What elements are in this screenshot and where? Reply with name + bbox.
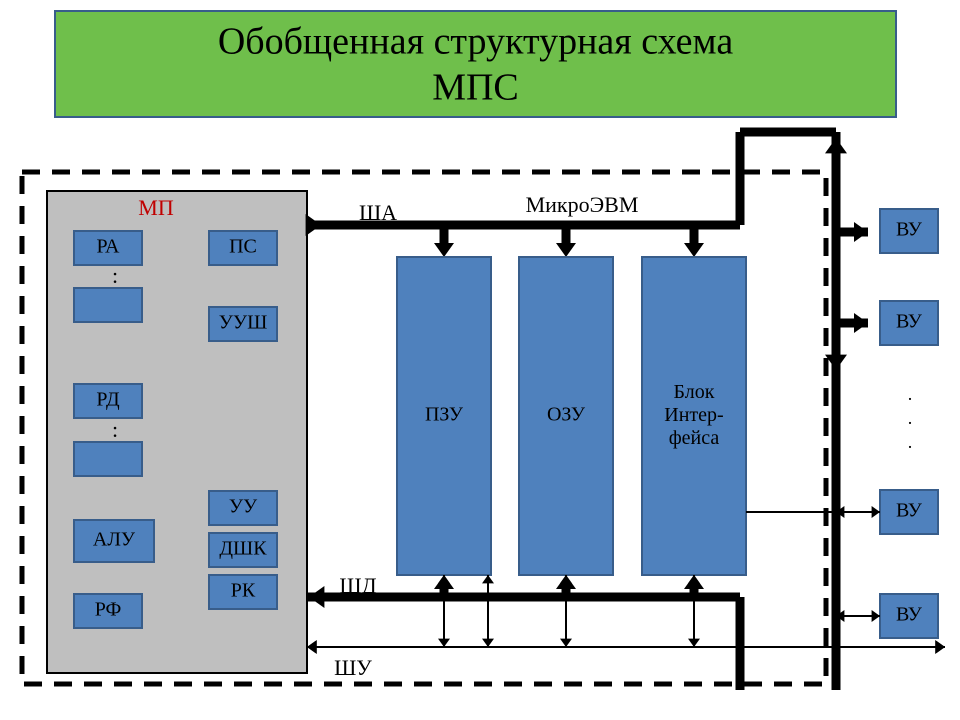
svg-text:УУШ: УУШ: [219, 312, 268, 334]
label-microevm: МикроЭВМ: [526, 192, 639, 217]
svg-text:ВУ: ВУ: [896, 219, 923, 241]
svg-text:РА: РА: [96, 236, 120, 258]
svg-text:ОЗУ: ОЗУ: [547, 404, 586, 426]
svg-text:АЛУ: АЛУ: [93, 529, 136, 551]
label-shu: ШУ: [334, 655, 372, 680]
svg-text:ПЗУ: ПЗУ: [425, 404, 464, 426]
svg-text:ДШК: ДШК: [219, 538, 267, 560]
svg-text:РД: РД: [96, 389, 120, 411]
svg-text:РФ: РФ: [95, 599, 122, 621]
svg-text:УУ: УУ: [229, 496, 258, 518]
svg-text:РК: РК: [231, 580, 256, 602]
label-mp: МП: [138, 195, 174, 220]
title-line-0: Обобщенная структурная схема: [218, 21, 734, 63]
label-dots_mp1: :: [112, 263, 118, 288]
svg-text:.: .: [908, 384, 913, 404]
title-line-1: МПС: [432, 67, 519, 109]
label-shd: ШД: [339, 573, 376, 598]
svg-text:ВУ: ВУ: [896, 604, 923, 626]
label-sha: ША: [359, 200, 397, 225]
svg-text:.: .: [908, 408, 913, 428]
label-dots_mp2: :: [112, 417, 118, 442]
block-rd2: [74, 442, 142, 476]
svg-text:ВУ: ВУ: [896, 311, 923, 333]
svg-text:ВУ: ВУ: [896, 500, 923, 522]
svg-text:ПС: ПС: [229, 236, 257, 258]
block-ra2: [74, 288, 142, 322]
svg-text:.: .: [908, 432, 913, 452]
